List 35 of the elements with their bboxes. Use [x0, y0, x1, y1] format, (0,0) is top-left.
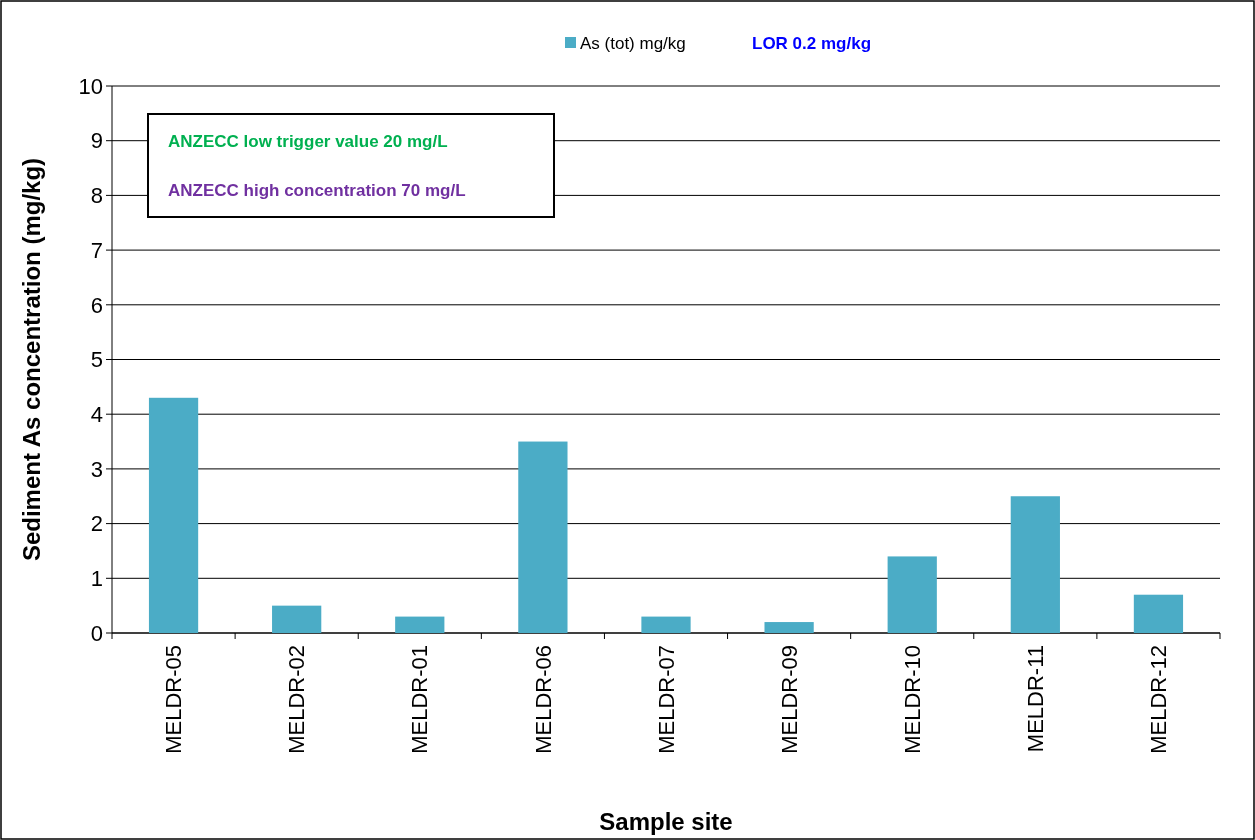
y-tick-label: 3 — [90, 456, 103, 482]
x-axis-title: Sample site — [599, 808, 733, 835]
bar — [518, 441, 568, 633]
bar — [1010, 496, 1060, 633]
y-tick-label: 2 — [90, 511, 103, 537]
x-tick-label: MELDR-06 — [530, 645, 556, 754]
x-tick-label: MELDR-01 — [407, 645, 433, 754]
x-tick-label: MELDR-12 — [1146, 645, 1172, 754]
annotation: ANZECC high concentration 70 mg/L — [168, 180, 466, 200]
y-tick-label: 7 — [90, 237, 103, 263]
bar — [887, 556, 937, 633]
x-tick-label: MELDR-09 — [776, 645, 802, 754]
x-tick-label: MELDR-05 — [161, 645, 187, 754]
bar — [764, 622, 814, 633]
y-tick-label: 9 — [90, 128, 103, 154]
y-tick-label: 10 — [78, 73, 103, 99]
y-tick-label: 5 — [90, 347, 103, 373]
y-tick-label: 0 — [90, 620, 103, 646]
x-tick-label: MELDR-02 — [284, 645, 310, 754]
y-tick-label: 1 — [90, 566, 103, 591]
y-tick-label: 8 — [90, 183, 103, 209]
legend-label: As (tot) mg/kg — [580, 33, 686, 53]
y-axis-title: Sediment As concentration (mg/kg) — [18, 157, 45, 562]
x-tick-label: MELDR-10 — [899, 645, 925, 754]
y-tick-label: 6 — [90, 292, 103, 318]
x-tick-label: MELDR-07 — [653, 645, 679, 754]
annotation: ANZECC low trigger value 20 mg/L — [168, 131, 448, 151]
y-tick-label: 4 — [90, 401, 103, 427]
bar — [395, 616, 445, 633]
bar — [641, 616, 691, 633]
bar — [148, 397, 199, 633]
bar — [272, 605, 322, 633]
text: LOR 0.2 mg/kg — [752, 33, 872, 53]
bar — [1133, 594, 1184, 633]
x-tick-label: MELDR-11 — [1023, 645, 1049, 753]
